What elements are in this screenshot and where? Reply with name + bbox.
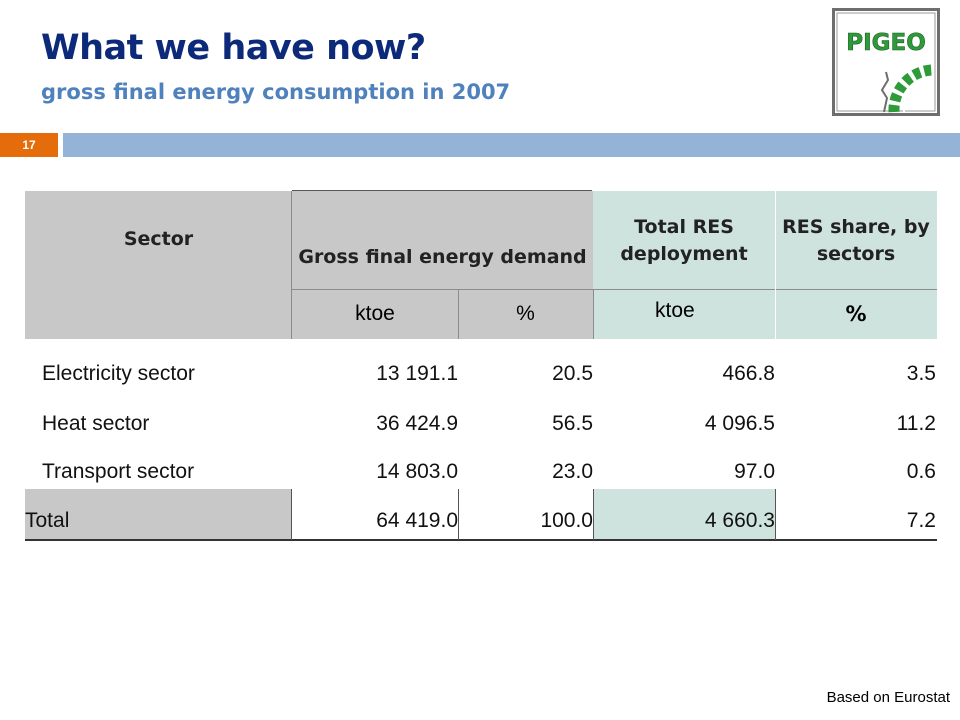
total-divider-2 (458, 489, 459, 540)
header-band (63, 133, 960, 157)
header-res-share: RES share, by sectors (775, 191, 937, 289)
row-share-pct: 11.2 (896, 412, 936, 435)
header-divider-1 (291, 191, 292, 339)
total-gross-ktoe: 64 419.0 (376, 509, 458, 532)
slide-title: What we have now? (41, 28, 426, 68)
header-divider-3 (593, 289, 594, 339)
unit-res-ktoe-label: ktoe (655, 299, 695, 322)
row-share-pct: 0.6 (906, 460, 936, 483)
row-sector: Electricity sector (42, 362, 195, 385)
pigeo-logo: PIGEO (832, 8, 940, 116)
total-bottom-border (25, 539, 937, 541)
unit-share-pct-label: % (845, 302, 867, 326)
header-top-border (292, 190, 592, 191)
header-sector: Sector (25, 191, 292, 339)
row-gross-pct: 20.5 (552, 362, 593, 385)
total-share-pct: 7.2 (906, 509, 936, 532)
total-label: Total (25, 509, 70, 532)
header-divider-4 (775, 191, 776, 339)
unit-gross-ktoe-label: ktoe (355, 302, 395, 325)
row-gross-ktoe: 14 803.0 (376, 460, 458, 483)
slide-number: 17 (0, 133, 58, 157)
header-sector-label: Sector (123, 227, 194, 250)
total-res-ktoe: 4 660.3 (704, 509, 775, 532)
row-res-ktoe: 466.8 (722, 362, 775, 385)
header-gross-demand: Gross final energy demand (292, 191, 593, 289)
row-gross-ktoe: 36 424.9 (376, 412, 458, 435)
unit-gross-ktoe: ktoe (292, 289, 458, 339)
total-label-cell (25, 489, 292, 539)
row-gross-pct: 56.5 (552, 412, 593, 435)
header-res-deployment-label: Total RES deployment (620, 216, 748, 265)
row-gross-pct: 23.0 (552, 460, 593, 483)
header-divider-2 (458, 289, 459, 339)
unit-res-ktoe: ktoe (593, 289, 775, 339)
row-sector: Transport sector (42, 460, 195, 483)
header-unit-divider (292, 289, 937, 290)
row-share-pct: 3.5 (906, 362, 936, 385)
row-sector: Heat sector (42, 412, 150, 435)
row-gross-ktoe: 13 191.1 (376, 362, 458, 385)
logo-text: PIGEO (846, 30, 926, 56)
slide-subtitle: gross final energy consumption in 2007 (41, 80, 511, 104)
header-res-share-label: RES share, by sectors (782, 216, 930, 265)
total-divider-3 (593, 489, 594, 540)
total-res-cell (593, 489, 775, 539)
total-divider-1 (291, 489, 292, 540)
row-res-ktoe: 4 096.5 (704, 412, 775, 435)
total-divider-4 (775, 489, 776, 540)
unit-gross-pct-label: % (516, 302, 535, 325)
unit-gross-pct: % (458, 289, 593, 339)
unit-share-pct: % (775, 289, 937, 339)
row-res-ktoe: 97.0 (734, 460, 775, 483)
total-gross-pct: 100.0 (540, 509, 593, 532)
header-res-deployment: Total RES deployment (593, 191, 775, 289)
source-note: Based on Eurostat (826, 689, 950, 706)
header-gross-demand-label: Gross final energy demand (298, 245, 587, 268)
